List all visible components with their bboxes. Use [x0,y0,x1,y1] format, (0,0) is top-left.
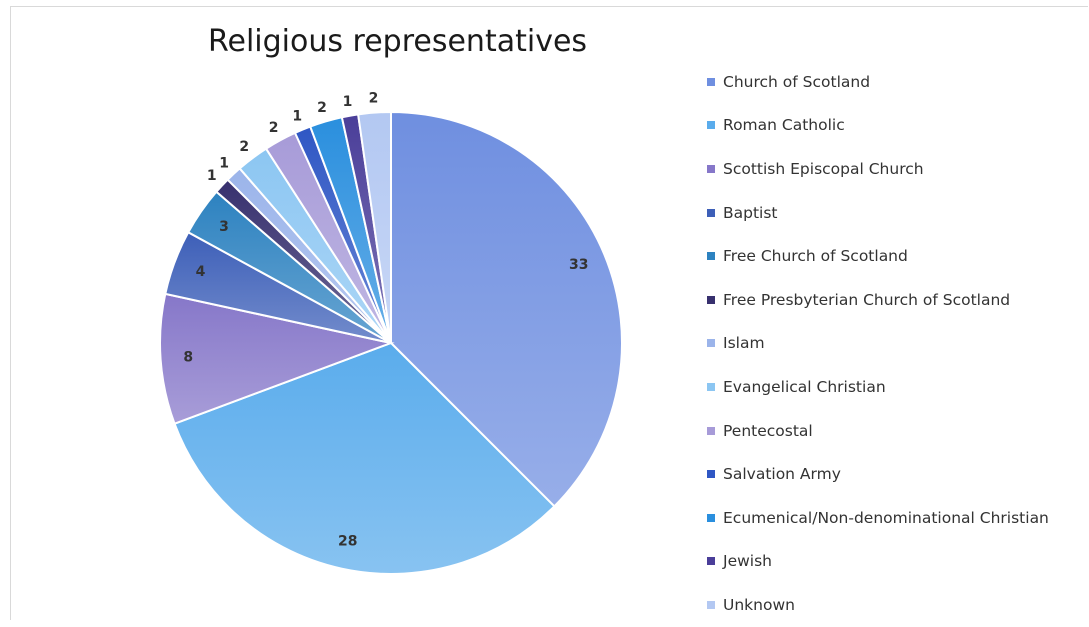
legend-swatch [707,426,715,435]
legend-swatch [707,513,715,522]
legend-swatch [707,77,715,86]
data-label-unknown: 2 [369,91,379,107]
legend-label: Free Church of Scotland [723,247,908,266]
legend-item-jewish: Jewish [707,540,1049,584]
data-label-roman-catholic: 28 [338,534,357,550]
chart-frame [10,6,1088,620]
legend-label: Unknown [723,595,795,614]
data-label-free-presbyterian-church-of-scotland: 1 [207,168,217,184]
legend-swatch [707,600,715,609]
legend-item-roman-catholic: Roman Catholic [707,104,1049,148]
legend-swatch [707,557,715,566]
data-label-church-of-scotland: 33 [569,257,588,273]
data-label-pentecostal: 2 [269,120,279,136]
pie-slice-church-of-scotland [390,110,623,508]
legend-swatch [707,252,715,261]
data-label-baptist: 4 [196,264,206,280]
legend-item-scottish-episcopal-church: Scottish Episcopal Church [707,147,1049,191]
legend-item-free-church-of-scotland: Free Church of Scotland [707,234,1049,278]
pie-slice-unknown [356,110,392,344]
legend-label: Baptist [723,203,778,222]
legend-item-salvation-army: Salvation Army [707,452,1049,496]
legend-item-pentecostal: Pentecostal [707,409,1049,453]
legend-item-ecumenical-non-denominational-christian: Ecumenical/Non-denominational Christian [707,496,1049,540]
data-label-scottish-episcopal-church: 8 [183,350,193,366]
data-label-evangelical-christian: 2 [239,139,249,155]
legend-item-church-of-scotland: Church of Scotland [707,60,1049,104]
legend-label: Pentecostal [723,421,813,440]
legend-label: Salvation Army [723,465,841,484]
legend-label: Roman Catholic [723,116,845,135]
legend-swatch [707,470,715,479]
pie-slice-roman-catholic [173,341,556,575]
data-label-islam: 1 [219,156,229,172]
legend-item-baptist: Baptist [707,191,1049,235]
legend-label: Jewish [723,552,772,571]
data-label-ecumenical-non-denominational-christian: 2 [317,100,327,116]
data-label-salvation-army: 1 [292,109,302,125]
legend-item-unknown: Unknown [707,583,1049,627]
legend-item-evangelical-christian: Evangelical Christian [707,365,1049,409]
chart-title: Religious representatives [208,24,588,59]
legend-swatch [707,121,715,130]
legend-label: Ecumenical/Non-denominational Christian [723,508,1049,527]
legend-label: Free Presbyterian Church of Scotland [723,290,1011,309]
data-label-free-church-of-scotland: 3 [219,219,229,235]
chart-legend: Church of Scotland Roman Catholic Scottish… [707,60,1049,627]
pie-slice-scottish-episcopal-church [159,292,395,426]
legend-swatch [707,295,715,304]
legend-swatch [707,164,715,173]
data-label-jewish: 1 [343,94,353,110]
legend-label: Scottish Episcopal Church [723,159,924,178]
legend-swatch [707,208,715,217]
legend-label: Evangelical Christian [723,377,886,396]
legend-item-islam: Islam [707,322,1049,366]
legend-swatch [707,382,715,391]
legend-swatch [707,339,715,348]
legend-label: Church of Scotland [723,72,871,91]
legend-item-free-presbyterian-church-of-scotland: Free Presbyterian Church of Scotland [707,278,1049,322]
legend-label: Islam [723,334,765,353]
